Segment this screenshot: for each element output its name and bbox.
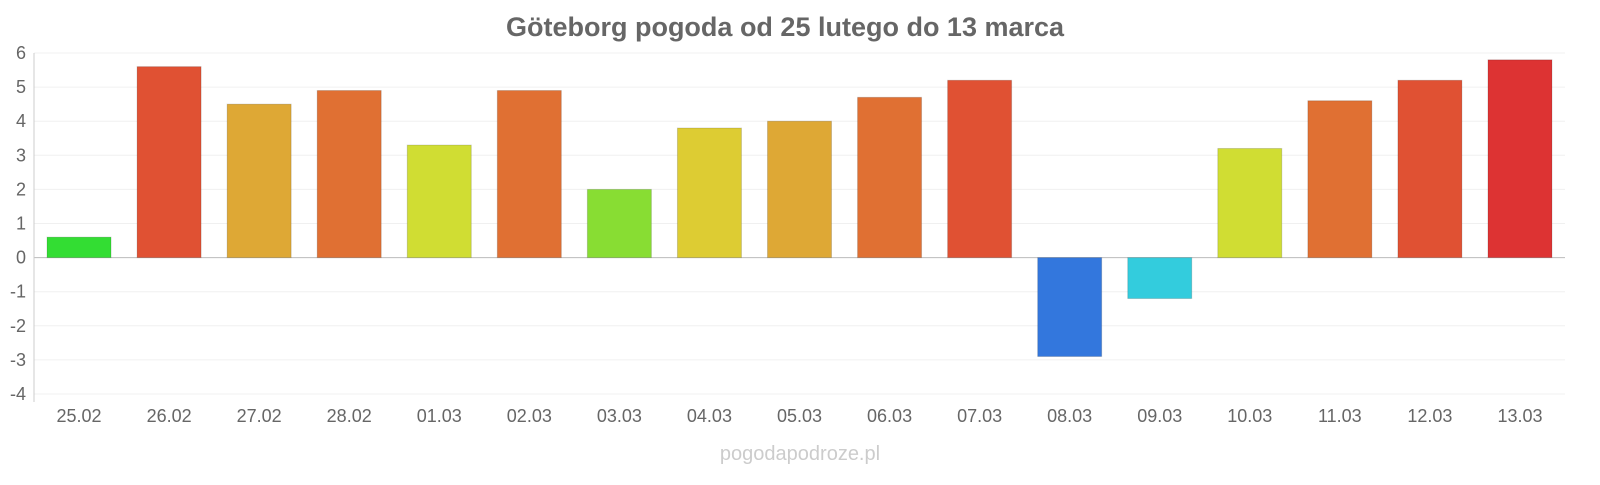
bar-04.03 (676, 127, 742, 259)
y-tick-label: -3 (10, 350, 26, 370)
bar-07.03 (947, 79, 1013, 259)
bar-09.03 (1127, 257, 1193, 300)
bar-27.02 (226, 103, 292, 259)
y-tick-label: 3 (16, 145, 26, 165)
x-tick-label: 07.03 (957, 406, 1002, 426)
chart-title: Göteborg pogoda od 25 lutego do 13 marca (506, 12, 1065, 42)
watermark: pogodapodroze.pl (720, 443, 880, 465)
bar-01.03 (406, 144, 472, 259)
y-tick-label: 2 (16, 179, 26, 199)
x-tick-label: 25.02 (57, 406, 102, 426)
x-tick-label: 02.03 (507, 406, 552, 426)
x-tick-label: 27.02 (237, 406, 282, 426)
y-tick-label: -1 (10, 282, 26, 302)
bar-02.03 (496, 90, 562, 259)
x-tick-label: 01.03 (417, 406, 462, 426)
bar-08.03 (1037, 257, 1103, 357)
bar-05.03 (767, 120, 832, 259)
bar-25.02 (46, 236, 112, 259)
x-tick-label: 06.03 (867, 406, 912, 426)
x-tick-label: 28.02 (327, 406, 372, 426)
bar-26.02 (136, 66, 202, 259)
bar-28.02 (316, 90, 382, 259)
bar-06.03 (857, 96, 923, 259)
x-tick-label: 04.03 (687, 406, 732, 426)
x-tick-label: 03.03 (597, 406, 642, 426)
y-tick-label: 6 (16, 43, 26, 63)
x-tick-label: 05.03 (777, 406, 822, 426)
x-tick-label: 26.02 (147, 406, 192, 426)
y-tick-label: -4 (10, 384, 26, 404)
y-tick-label: 4 (16, 111, 26, 131)
y-tick-label: 5 (16, 77, 26, 97)
bar-13.03 (1487, 59, 1553, 259)
bar-12.03 (1397, 79, 1463, 259)
y-tick-label: 1 (16, 214, 26, 234)
bar-03.03 (586, 188, 652, 259)
y-tick-label: 0 (16, 248, 26, 268)
x-tick-label: 12.03 (1407, 406, 1452, 426)
x-tick-label: 13.03 (1497, 406, 1542, 426)
y-tick-label: -2 (10, 316, 26, 336)
x-tick-label: 11.03 (1318, 406, 1362, 426)
x-tick-label: 08.03 (1047, 406, 1092, 426)
x-tick-label: 10.03 (1227, 406, 1272, 426)
x-tick-label: 09.03 (1137, 406, 1182, 426)
bar-11.03 (1307, 100, 1373, 259)
bar-10.03 (1217, 147, 1283, 259)
